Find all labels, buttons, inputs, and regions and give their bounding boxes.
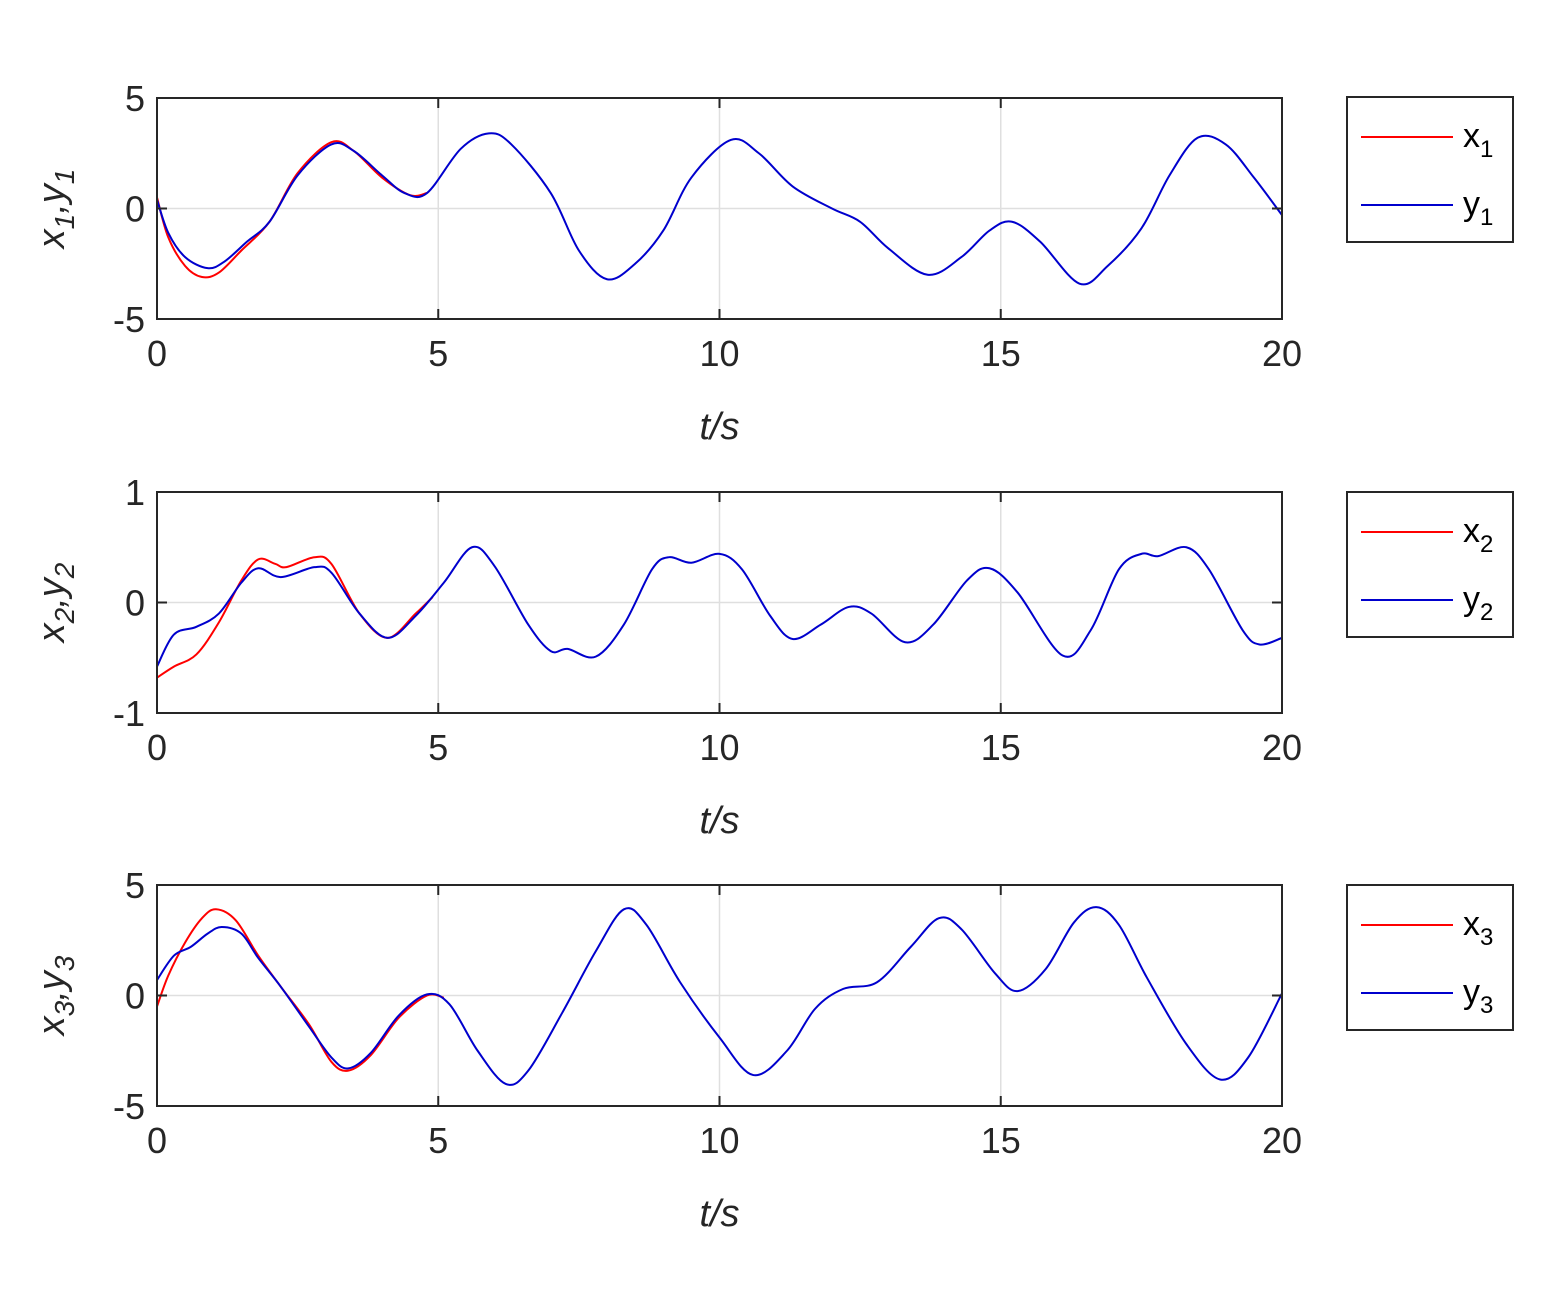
x-tick-label: 15: [981, 727, 1021, 768]
y-label-part: ,: [31, 597, 73, 608]
x-tick-label: 10: [699, 333, 739, 374]
legend-subscript: 3: [1480, 924, 1493, 951]
x-tick-label: 0: [147, 1120, 167, 1161]
legend-subscript: 1: [1480, 204, 1493, 231]
y-label-part: ,: [31, 990, 73, 1001]
legend-label-x3: x3: [1463, 905, 1493, 951]
series-line-y2: [156, 545, 1283, 668]
x-tick-label: 5: [428, 727, 448, 768]
legend-subscript: 3: [1480, 992, 1493, 1019]
x-tick-label: 10: [699, 1120, 739, 1161]
series-line-y1: [156, 132, 1283, 286]
y-axis-label: x3,y3: [31, 955, 80, 1037]
legend-label-x2: x2: [1463, 512, 1493, 558]
x-tick-label: 15: [981, 333, 1021, 374]
y-label-subscript: 2: [49, 562, 80, 579]
y-tick-label: 0: [125, 189, 145, 230]
x-tick-label: 5: [428, 333, 448, 374]
series-line-y3: [156, 906, 1283, 1086]
y-label-part: x: [31, 227, 73, 250]
y-label-subscript: 3: [49, 1000, 80, 1016]
legend-subscript: 2: [1480, 531, 1493, 558]
y-label-part: x: [31, 1014, 73, 1037]
legend-var: y: [1463, 580, 1480, 618]
x-tick-label: 10: [699, 727, 739, 768]
legend-box: [1346, 96, 1514, 243]
legend-label-x1: x1: [1463, 117, 1493, 163]
y-label-part: x: [31, 621, 73, 644]
legend-box: [1346, 884, 1514, 1031]
y-tick-label: 5: [125, 78, 145, 119]
y-tick-label: -1: [113, 693, 145, 734]
y-tick-label: 5: [125, 865, 145, 906]
x-tick-label: 20: [1262, 1120, 1302, 1161]
x-tick-label: 5: [428, 1120, 448, 1161]
y-label-subscript: 1: [49, 169, 80, 185]
x-tick-label: 20: [1262, 333, 1302, 374]
y-tick-label: 0: [125, 976, 145, 1017]
x-tick-label: 15: [981, 1120, 1021, 1161]
legend-var: y: [1463, 185, 1480, 223]
legend-label-y2: y2: [1463, 580, 1493, 626]
legend-box: [1346, 491, 1514, 638]
x-tick-label: 20: [1262, 727, 1302, 768]
y-label-subscript: 3: [49, 955, 80, 971]
legend-label-y1: y1: [1463, 185, 1493, 231]
y-tick-label: -5: [113, 1086, 145, 1127]
x-tick-label: 0: [147, 727, 167, 768]
legend-var: x: [1463, 905, 1480, 943]
y-axis-label: x1,y1: [31, 169, 80, 251]
y-label-subscript: 2: [49, 607, 80, 624]
legend-subscript: 2: [1480, 599, 1493, 626]
x-axis-label: t/s: [699, 406, 739, 448]
x-axis-label: t/s: [699, 1193, 739, 1235]
y-label-part: y: [31, 969, 73, 993]
legend-subscript: 1: [1480, 136, 1493, 163]
y-tick-label: 0: [125, 583, 145, 624]
y-label-subscript: 1: [49, 214, 80, 230]
legend-var: y: [1463, 973, 1480, 1011]
y-label-part: ,: [31, 203, 73, 214]
x-axis-label: t/s: [699, 800, 739, 842]
y-label-part: y: [31, 182, 73, 206]
y-axis-label: x2,y2: [31, 562, 80, 644]
legend-var: x: [1463, 117, 1480, 155]
y-label-part: y: [31, 576, 73, 600]
legend-label-y3: y3: [1463, 973, 1493, 1019]
legend-var: x: [1463, 512, 1480, 550]
y-tick-label: -5: [113, 299, 145, 340]
x-tick-label: 0: [147, 333, 167, 374]
y-tick-label: 1: [125, 472, 145, 513]
